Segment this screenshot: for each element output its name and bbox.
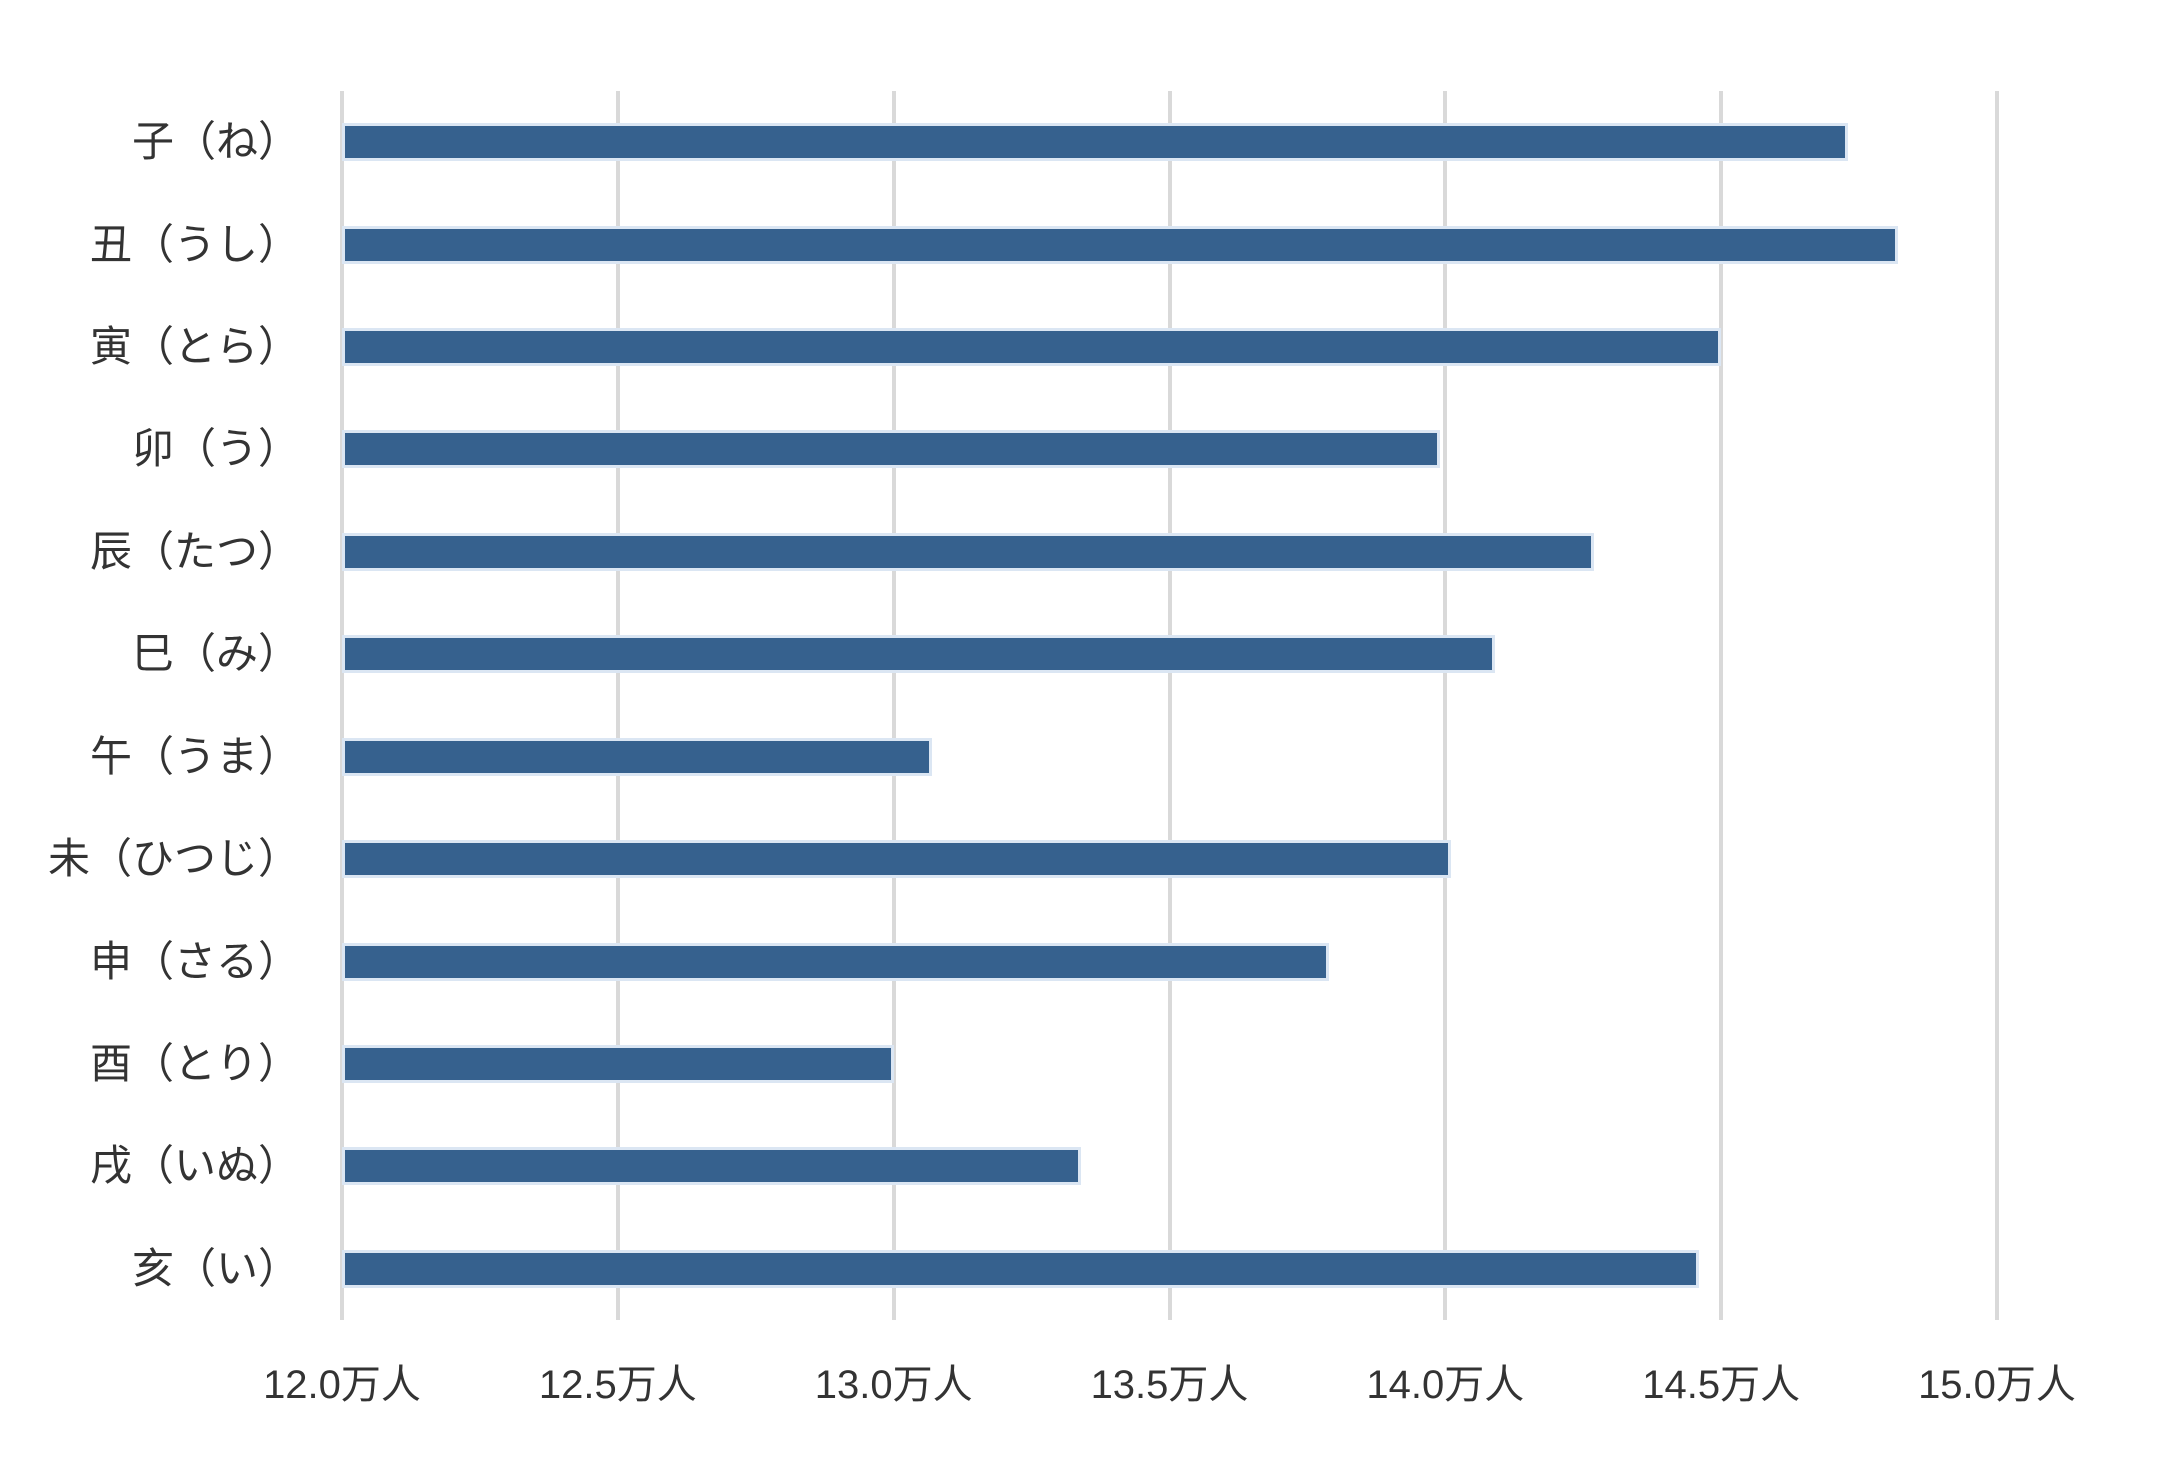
bar bbox=[342, 737, 933, 776]
x-axis-tick-label: 15.0万人 bbox=[1918, 1363, 2076, 1407]
gridline bbox=[891, 91, 896, 1320]
bar bbox=[342, 942, 1330, 981]
y-axis-label: 寅（とら） bbox=[89, 323, 300, 371]
x-axis-tick-label: 14.0万人 bbox=[1366, 1363, 1525, 1407]
bar bbox=[342, 123, 1849, 162]
y-axis-label: 午（うま） bbox=[89, 732, 300, 780]
gridline bbox=[615, 91, 620, 1320]
gridline bbox=[1167, 91, 1172, 1320]
x-axis-tick-label: 12.0万人 bbox=[263, 1363, 421, 1407]
bar bbox=[342, 1147, 1082, 1186]
bar bbox=[342, 532, 1595, 571]
x-axis-tick-label: 13.5万人 bbox=[1090, 1363, 1249, 1407]
bar bbox=[342, 430, 1440, 469]
gridline bbox=[1443, 91, 1448, 1320]
y-axis-label: 子（ね） bbox=[131, 118, 300, 166]
y-axis-label: 卯（う） bbox=[131, 425, 300, 473]
gridline bbox=[1719, 91, 1724, 1320]
bar bbox=[342, 1044, 894, 1083]
y-axis-label: 戌（いぬ） bbox=[89, 1142, 300, 1190]
x-axis-tick-label: 12.5万人 bbox=[538, 1363, 697, 1407]
y-axis-label: 申（さる） bbox=[89, 937, 300, 985]
y-axis-label: 辰（たつ） bbox=[89, 527, 300, 575]
bar bbox=[342, 225, 1898, 264]
y-axis-label: 巳（み） bbox=[131, 630, 300, 678]
y-axis-label: 酉（とり） bbox=[89, 1039, 300, 1087]
y-axis-label: 丑（うし） bbox=[89, 220, 300, 268]
y-axis-label: 未（ひつじ） bbox=[47, 835, 300, 883]
gridline bbox=[340, 91, 344, 1320]
bar bbox=[342, 635, 1495, 674]
bar bbox=[342, 840, 1451, 879]
y-axis-label: 亥（い） bbox=[131, 1244, 300, 1292]
x-axis-tick-label: 13.0万人 bbox=[814, 1363, 973, 1407]
x-axis-tick-label: 14.5万人 bbox=[1642, 1363, 1801, 1407]
bar bbox=[342, 328, 1722, 367]
bar bbox=[342, 1249, 1700, 1288]
gridline bbox=[1995, 91, 1999, 1320]
